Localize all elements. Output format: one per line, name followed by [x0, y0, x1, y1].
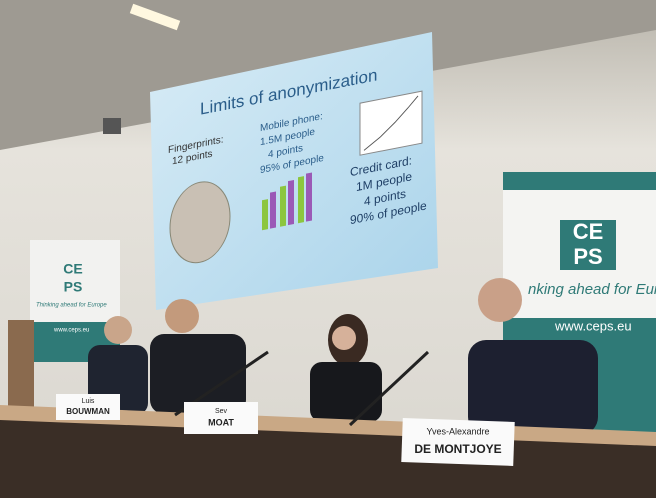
banner-url: www.ceps.eu: [554, 318, 632, 333]
name-card-first: Sev: [215, 408, 228, 415]
banner-tagline: nking ahead for Eur: [528, 281, 656, 298]
name-card-last: BOUWMAN: [66, 407, 110, 416]
banner-band: [503, 172, 656, 190]
speaker: [103, 118, 121, 134]
name-card-last: MOAT: [208, 417, 234, 427]
name-card-first: Yves-Alexandre: [426, 426, 489, 436]
banner-logo: PS: [573, 244, 602, 269]
name-card-first: Luis: [82, 398, 95, 405]
banner-logo: CE: [63, 261, 82, 277]
banner-tagline: Thinking ahead for Europe: [36, 303, 107, 309]
banner-logo: CE: [573, 219, 604, 244]
banner-logo: PS: [64, 279, 83, 295]
banner-url: www.ceps.eu: [53, 328, 89, 334]
name-card-last: DE MONTJOYE: [414, 442, 501, 456]
photo: Limits of anonymization Fingerprints: 12…: [0, 0, 656, 498]
